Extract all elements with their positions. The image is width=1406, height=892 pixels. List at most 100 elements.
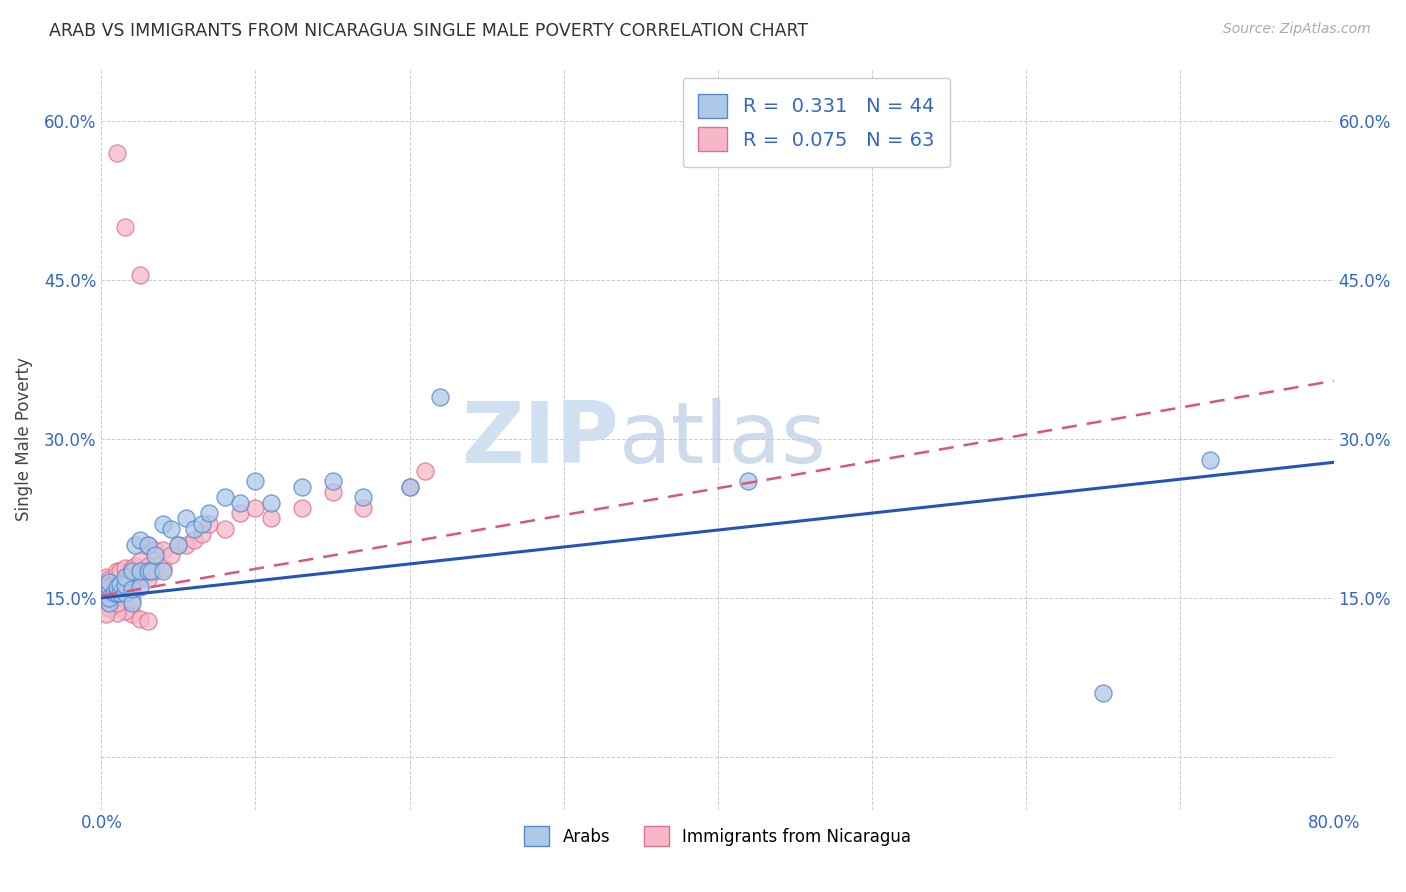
Point (98, 578, 121, 592)
Point (129, 612, 152, 626)
Point (214, 522, 236, 536)
Point (98, 585, 121, 599)
Point (114, 585, 136, 599)
Point (321, 475, 343, 489)
Point (105, 593, 128, 607)
Point (121, 561, 143, 575)
Text: ARAB VS IMMIGRANTS FROM NICARAGUA SINGLE MALE POVERTY CORRELATION CHART: ARAB VS IMMIGRANTS FROM NICARAGUA SINGLE… (49, 22, 808, 40)
Point (134, 565, 156, 579)
Point (121, 565, 143, 579)
Point (145, 549, 167, 563)
Text: atlas: atlas (619, 398, 827, 481)
Point (352, 490, 374, 504)
Point (245, 475, 267, 489)
Point (98, 580, 121, 594)
Point (108, 580, 131, 594)
Point (114, 569, 136, 583)
Point (103, 582, 125, 597)
Point (198, 506, 221, 520)
Point (352, 500, 374, 515)
Point (167, 538, 190, 552)
Point (129, 572, 152, 586)
Point (94, 585, 117, 599)
Point (98, 574, 121, 589)
Point (94, 580, 117, 594)
Point (105, 578, 128, 592)
Point (159, 549, 181, 563)
Point (124, 538, 146, 552)
Point (1091, 686, 1114, 700)
Point (124, 559, 146, 574)
Point (152, 565, 174, 579)
Point (121, 596, 143, 610)
Point (129, 580, 152, 594)
Point (105, 585, 128, 599)
Point (105, 596, 128, 610)
Point (321, 485, 343, 500)
Point (152, 516, 174, 531)
Point (129, 533, 152, 547)
Y-axis label: Single Male Poverty: Single Male Poverty (15, 357, 32, 521)
Point (190, 527, 212, 541)
Point (121, 607, 143, 621)
Point (152, 543, 174, 558)
Point (229, 495, 252, 509)
Point (136, 538, 159, 552)
Point (108, 577, 131, 591)
Point (105, 585, 128, 599)
Point (159, 522, 181, 536)
Point (136, 538, 159, 552)
Point (98, 589, 121, 603)
Point (291, 480, 314, 494)
Point (105, 146, 128, 161)
Point (114, 220, 136, 235)
Point (98, 593, 121, 607)
Point (105, 606, 128, 620)
Point (103, 574, 125, 589)
Point (121, 593, 143, 607)
Point (118, 582, 141, 597)
Point (291, 500, 314, 515)
Point (183, 533, 205, 547)
Point (136, 572, 159, 586)
Point (121, 578, 143, 592)
Point (103, 585, 125, 599)
Point (105, 565, 128, 579)
Point (129, 565, 152, 579)
Point (98, 596, 121, 610)
Point (413, 464, 436, 478)
Point (136, 559, 159, 574)
Point (129, 268, 152, 282)
Point (136, 565, 159, 579)
Point (260, 511, 283, 525)
Point (98, 572, 121, 586)
Point (183, 522, 205, 536)
Point (108, 589, 131, 603)
Point (145, 565, 167, 579)
Point (118, 569, 141, 583)
Point (139, 565, 162, 579)
Point (245, 500, 267, 515)
Point (98, 601, 121, 615)
Point (108, 585, 131, 599)
Point (114, 578, 136, 592)
Point (108, 565, 131, 579)
Point (121, 582, 143, 597)
Point (229, 506, 252, 520)
Point (114, 561, 136, 575)
Point (174, 511, 197, 525)
Point (398, 480, 420, 494)
Point (94, 569, 117, 583)
Point (114, 603, 136, 617)
Point (190, 516, 212, 531)
Point (124, 574, 146, 589)
Point (737, 475, 759, 489)
Point (114, 574, 136, 589)
Point (94, 596, 117, 610)
Point (260, 495, 283, 509)
Point (94, 607, 117, 621)
Text: Source: ZipAtlas.com: Source: ZipAtlas.com (1223, 22, 1371, 37)
Point (167, 538, 190, 552)
Point (136, 614, 159, 628)
Point (145, 543, 167, 558)
